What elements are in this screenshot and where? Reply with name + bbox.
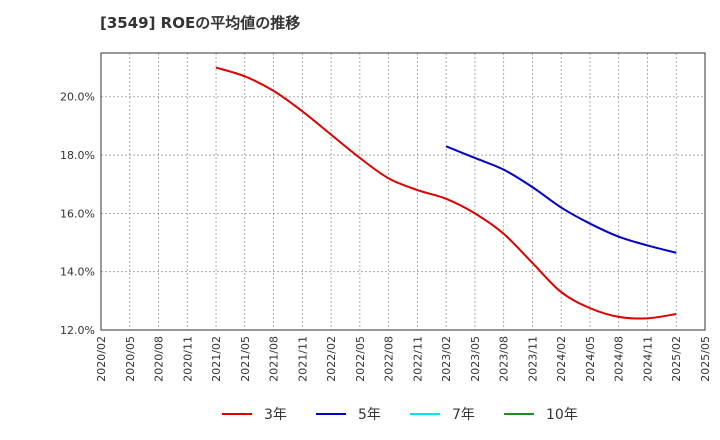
x-tick-label: 2021/02 (210, 336, 223, 382)
x-tick-label: 2022/05 (354, 336, 367, 382)
x-tick-label: 2021/05 (239, 336, 252, 382)
y-tick-label: 20.0% (60, 91, 95, 104)
x-tick-label: 2024/11 (641, 336, 654, 382)
y-axis: 12.0% 14.0% 16.0% 18.0% 20.0% (60, 91, 95, 337)
series-line-2 (445, 145, 677, 254)
x-tick-label: 2022/02 (325, 336, 338, 382)
y-tick-label: 18.0% (60, 149, 95, 162)
plot-frame (100, 52, 706, 331)
legend: 3年 5年 7年 10年 (222, 407, 578, 423)
series-line-1 (215, 66, 677, 320)
x-tick-label: 2021/08 (268, 336, 281, 382)
chart-title: [3549] ROEの平均値の推移 (100, 14, 301, 32)
x-tick-label: 2023/05 (469, 336, 482, 382)
x-tick-label: 2023/02 (440, 336, 453, 382)
x-axis: 2020/02 2020/05 2020/08 2020/11 2021/02 2021/… (95, 336, 712, 382)
legend-label-2: 5年 (358, 407, 381, 423)
y-tick-label: 16.0% (60, 207, 95, 220)
x-tick-label: 2020/08 (153, 336, 166, 382)
x-tick-label: 2024/05 (584, 336, 597, 382)
legend-label-1: 3年 (264, 407, 287, 423)
plot-background (101, 53, 705, 330)
y-tick-label: 12.0% (60, 324, 95, 337)
x-tick-label: 2020/05 (124, 336, 137, 382)
y-tick-label: 14.0% (60, 266, 95, 279)
x-tick-label: 2024/08 (613, 336, 626, 382)
legend-label-4: 10年 (546, 407, 578, 423)
x-tick-label: 2022/11 (411, 336, 424, 382)
legend-label-3: 7年 (452, 407, 475, 423)
x-tick-label: 2025/02 (670, 336, 683, 382)
x-tick-label: 2024/02 (555, 336, 568, 382)
x-tick-label: 2023/11 (526, 336, 539, 382)
x-tick-label: 2022/08 (383, 336, 396, 382)
x-tick-label: 2020/02 (95, 336, 108, 382)
series-lines (215, 66, 677, 320)
x-tick-label: 2025/05 (699, 336, 712, 382)
x-tick-label: 2021/11 (296, 336, 309, 382)
x-tick-label: 2023/08 (498, 336, 511, 382)
x-tick-label: 2020/11 (181, 336, 194, 382)
